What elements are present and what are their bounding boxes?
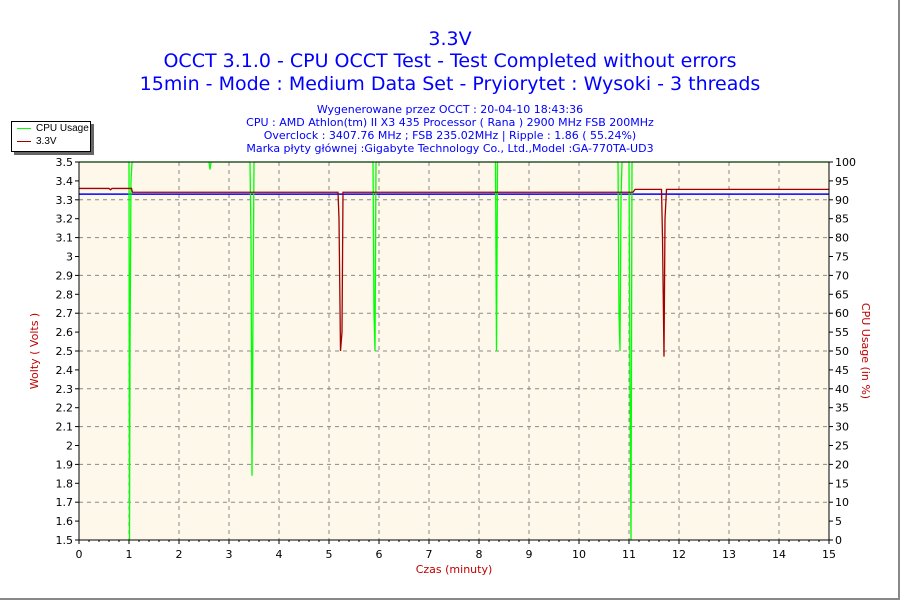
y2-tick-label: 55	[835, 326, 849, 339]
y2-tick-label: 40	[835, 383, 849, 396]
x-tick-label: 6	[376, 548, 383, 561]
y-tick-label: 1.8	[56, 477, 74, 490]
y-tick-label: 2.7	[56, 307, 74, 320]
y2-tick-label: 10	[835, 496, 849, 509]
y2-tick-label: 65	[835, 288, 849, 301]
x-tick-label: 10	[572, 548, 586, 561]
y-tick-label: 3.3	[56, 194, 74, 207]
y-tick-label: 1.7	[56, 496, 74, 509]
y2-tick-label: 90	[835, 194, 849, 207]
x-tick-label: 8	[476, 548, 483, 561]
y-tick-label: 2	[66, 440, 73, 453]
y2-tick-label: 50	[835, 345, 849, 358]
y2-tick-label: 75	[835, 251, 849, 264]
y2-tick-label: 5	[835, 515, 842, 528]
chart-subtitle-2: 15min - Mode : Medium Data Set - Pryiory…	[139, 73, 761, 95]
y-tick-label: 2.2	[56, 402, 74, 415]
y-tick-label: 2.8	[56, 288, 74, 301]
chart-title: 3.3V	[428, 28, 472, 50]
y-tick-label: 3.4	[56, 175, 74, 188]
y2-tick-label: 30	[835, 421, 849, 434]
y2-tick-label: 70	[835, 269, 849, 282]
info-motherboard: Marka płyty głównej :Gigabyte Technology…	[246, 142, 654, 155]
y2-tick-label: 45	[835, 364, 849, 377]
y-axis-label: Wolty ( Volts )	[28, 313, 41, 389]
x-tick-label: 3	[226, 548, 233, 561]
x-tick-label: 13	[722, 548, 736, 561]
y2-tick-label: 15	[835, 477, 849, 490]
x-tick-label: 14	[772, 548, 786, 561]
y-tick-label: 1.5	[56, 534, 74, 547]
y2-axis-label: CPU Usage (in %)	[859, 303, 872, 399]
x-tick-label: 1	[126, 548, 133, 561]
y2-tick-label: 60	[835, 307, 849, 320]
x-tick-label: 2	[176, 548, 183, 561]
x-tick-label: 5	[326, 548, 333, 561]
x-tick-label: 9	[526, 548, 533, 561]
y-tick-label: 1.6	[56, 515, 74, 528]
y2-tick-label: 95	[835, 175, 849, 188]
x-tick-label: 12	[672, 548, 686, 561]
y-tick-label: 2.6	[56, 326, 74, 339]
x-tick-label: 0	[76, 548, 83, 561]
x-tick-label: 7	[426, 548, 433, 561]
y-tick-label: 3.2	[56, 213, 74, 226]
y-tick-label: 2.5	[56, 345, 74, 358]
legend-label: 3.3V	[36, 136, 57, 147]
plot-border	[78, 161, 830, 541]
legend-item-voltage: 3.3V	[12, 135, 90, 148]
y-tick-label: 3.5	[56, 156, 74, 169]
y2-tick-label: 35	[835, 402, 849, 415]
y-tick-label: 2.4	[56, 364, 74, 377]
y-tick-label: 2.3	[56, 383, 74, 396]
y2-tick-label: 85	[835, 213, 849, 226]
y2-tick-label: 100	[835, 156, 856, 169]
info-generated: Wygenerowane przez OCCT : 20-04-10 18:43…	[316, 103, 584, 116]
y-tick-label: 2.9	[56, 269, 74, 282]
x-tick-label: 15	[822, 548, 836, 561]
info-overclock: Overclock : 3407.76 MHz ; FSB 235.02MHz …	[263, 129, 637, 142]
y-tick-label: 3	[66, 251, 73, 264]
legend: CPU Usage 3.3V	[11, 121, 91, 152]
y2-tick-label: 25	[835, 440, 849, 453]
legend-label: CPU Usage	[36, 123, 89, 134]
x-axis-label: Czas (minuty)	[416, 563, 493, 576]
chart-subtitle-1: OCCT 3.1.0 - CPU OCCT Test - Test Comple…	[163, 50, 737, 72]
x-tick-label: 4	[276, 548, 283, 561]
y2-tick-label: 0	[835, 534, 842, 547]
legend-item-cpu: CPU Usage	[12, 122, 90, 135]
y-tick-label: 2.1	[56, 421, 74, 434]
voltage-series-line	[79, 187, 829, 357]
x-tick-label: 11	[622, 548, 636, 561]
y2-tick-label: 20	[835, 458, 849, 471]
y-tick-label: 3.1	[56, 232, 74, 245]
y-tick-label: 1.9	[56, 458, 74, 471]
info-cpu: CPU : AMD Athlon(tm) II X3 435 Processor…	[246, 116, 654, 129]
y2-tick-label: 80	[835, 232, 849, 245]
